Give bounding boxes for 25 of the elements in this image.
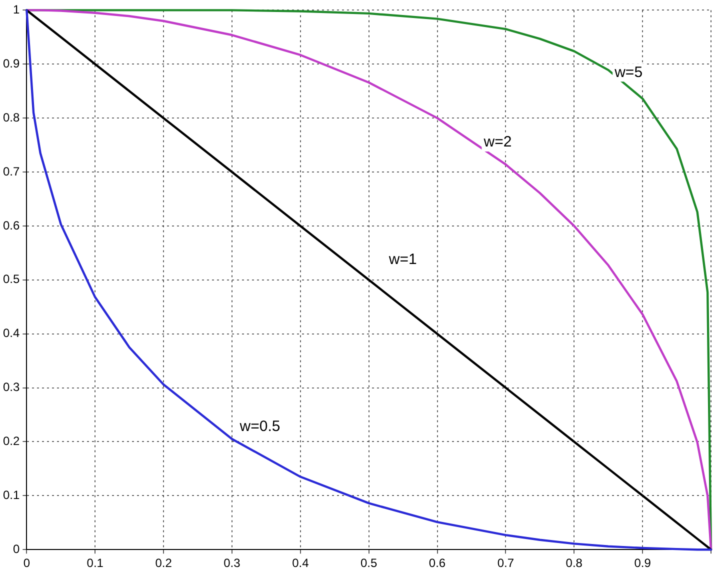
- y-tick-label: 0.3: [2, 380, 20, 394]
- y-tick-label: 1: [12, 2, 20, 17]
- series-label: w=2: [482, 134, 512, 151]
- series-label: w=5: [614, 64, 643, 81]
- y-tick-label: 0.5: [2, 272, 20, 286]
- y-tick-label: 0.2: [2, 434, 20, 448]
- y-tick-label: 0.6: [2, 218, 20, 232]
- y-tick-label: 0.8: [2, 110, 20, 124]
- y-tick-label: 0: [12, 542, 20, 556]
- x-tick-label: 0.7: [497, 556, 514, 570]
- y-tick-label: 0.9: [2, 56, 20, 70]
- series-label: w=1: [388, 251, 417, 268]
- x-tick-label: 0.6: [428, 556, 446, 570]
- x-tick-label: 0.9: [634, 556, 652, 570]
- x-tick-label: 0.2: [155, 556, 172, 570]
- y-tick-label: 0.1: [2, 488, 20, 502]
- x-tick-label: 0.8: [566, 556, 583, 570]
- x-tick-label: 0: [23, 556, 30, 570]
- series-label: w=0.5: [238, 418, 280, 436]
- x-tick-label: 0.5: [360, 556, 378, 570]
- x-tick-label: 0.4: [292, 556, 310, 570]
- y-tick-label: 0.7: [2, 164, 20, 178]
- x-tick-label: 0.1: [86, 556, 104, 570]
- x-tick-label: 0.3: [224, 556, 241, 570]
- y-tick-label: 0.4: [2, 326, 20, 340]
